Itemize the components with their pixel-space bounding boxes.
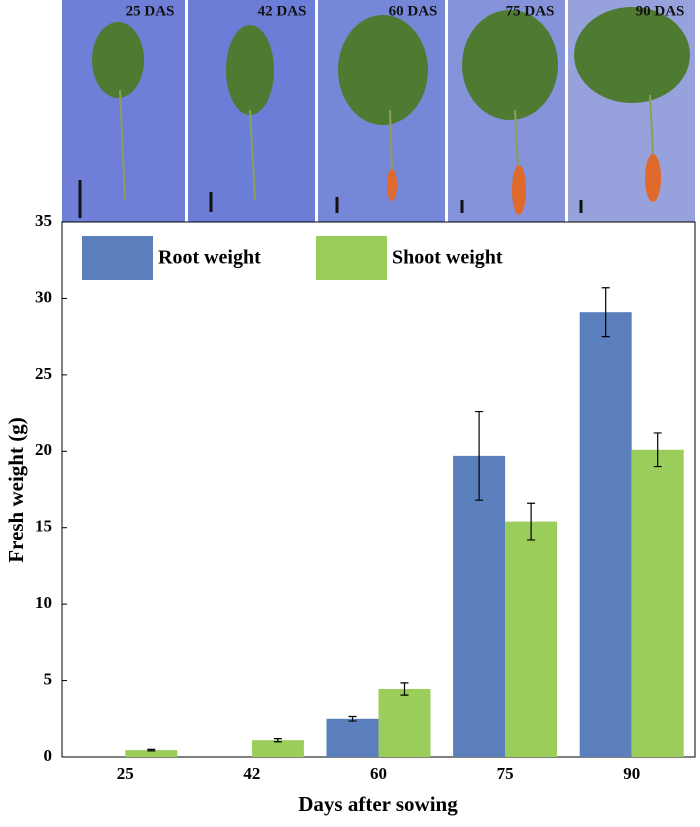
- error-bar: [147, 748, 156, 752]
- photo-label: 25 DAS: [126, 3, 175, 19]
- y-tick-label: 0: [44, 746, 53, 765]
- y-tick-label: 30: [35, 287, 52, 306]
- bar: [326, 718, 379, 757]
- x-axis-label: Days after sowing: [298, 792, 458, 816]
- carrots: [387, 154, 661, 215]
- y-tick-label: 25: [35, 364, 52, 383]
- legend-swatch: [316, 236, 387, 280]
- photo-label: 60 DAS: [389, 3, 438, 19]
- legend-label: Root weight: [158, 247, 261, 269]
- foliage: [92, 7, 690, 125]
- scale-bars: [78, 180, 583, 218]
- y-tick-label: 15: [35, 517, 52, 536]
- x-tick-label: 75: [497, 764, 514, 783]
- bar: [251, 740, 304, 757]
- bar: [125, 750, 178, 757]
- x-tick-label: 90: [623, 764, 640, 783]
- stems: [119, 89, 654, 201]
- photo-label: 42 DAS: [258, 3, 307, 19]
- photo-strip: [62, 0, 695, 222]
- error-bar: [653, 432, 662, 468]
- error-bar: [400, 682, 409, 696]
- y-tick-label: 5: [44, 669, 53, 688]
- error-bar: [348, 715, 357, 722]
- error-bar: [527, 502, 536, 541]
- y-tick-label: 10: [35, 593, 52, 612]
- y-tick-label: 35: [35, 211, 52, 230]
- error-bar: [475, 410, 484, 501]
- photo-label: 75 DAS: [506, 3, 555, 19]
- bar: [631, 449, 684, 757]
- x-tick-label: 42: [243, 764, 260, 783]
- y-tick-label: 20: [35, 440, 52, 459]
- bar: [505, 521, 558, 757]
- bar: [453, 455, 506, 757]
- error-bar: [601, 287, 610, 338]
- y-axis-label: Fresh weight (g): [4, 417, 28, 562]
- legend-label: Shoot weight: [392, 247, 503, 269]
- x-tick-label: 25: [117, 764, 134, 783]
- bar: [378, 688, 431, 757]
- photo-label: 90 DAS: [636, 3, 685, 19]
- bar: [579, 312, 632, 757]
- legend-swatch: [82, 236, 153, 280]
- x-tick-label: 60: [370, 764, 387, 783]
- error-bar: [273, 738, 282, 743]
